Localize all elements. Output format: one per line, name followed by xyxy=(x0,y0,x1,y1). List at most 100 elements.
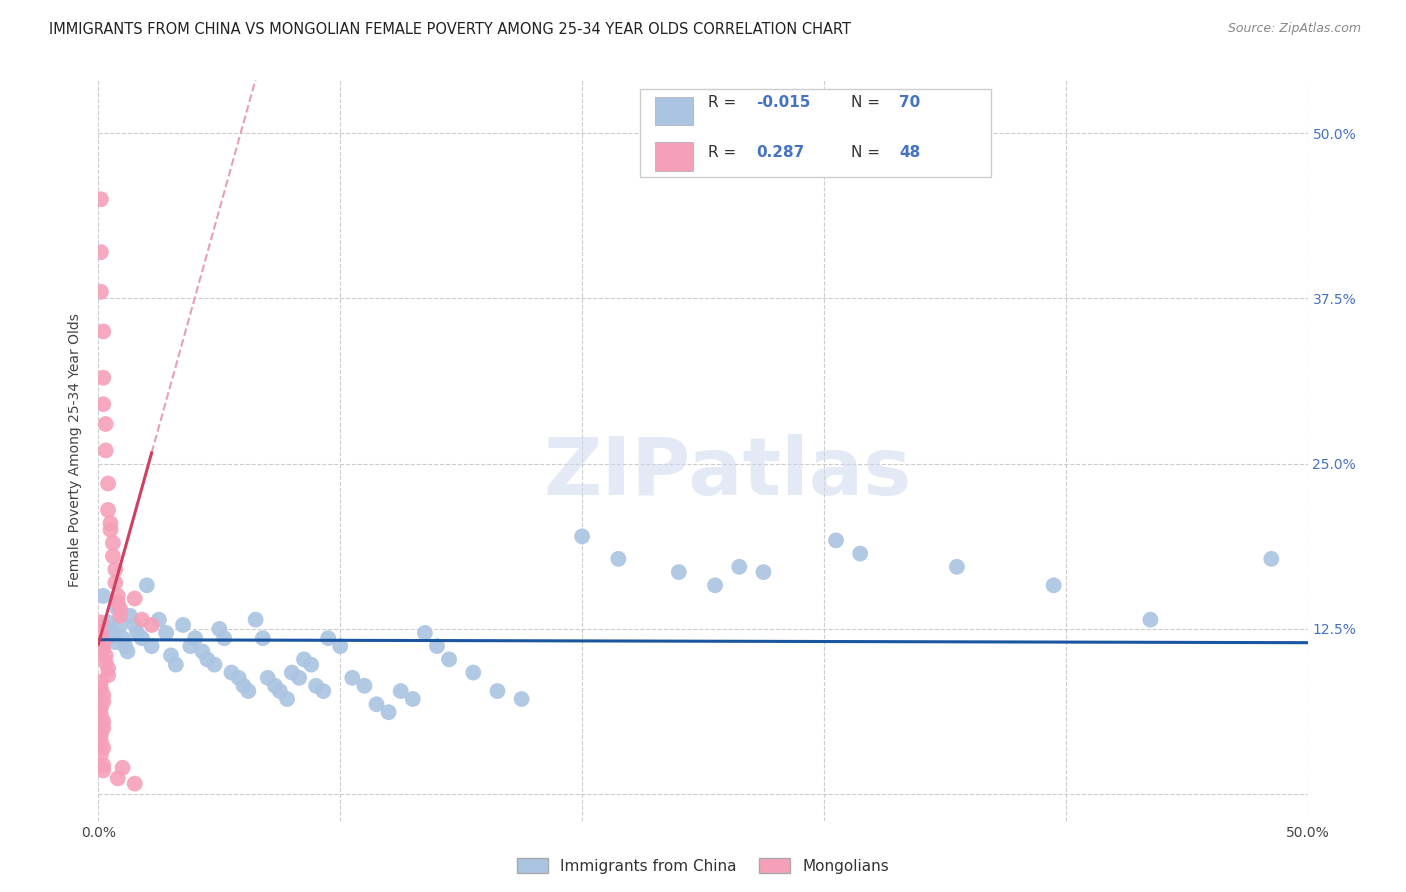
Point xyxy=(204,657,226,672)
Point xyxy=(111,761,134,775)
Point xyxy=(97,476,120,491)
Point xyxy=(437,652,460,666)
Point xyxy=(91,695,114,709)
Point xyxy=(353,679,375,693)
Text: 48: 48 xyxy=(898,145,920,160)
Point xyxy=(191,644,214,658)
Point xyxy=(91,635,114,649)
Point xyxy=(104,562,127,576)
Point xyxy=(90,626,112,640)
Text: 70: 70 xyxy=(898,95,920,110)
Point xyxy=(155,626,177,640)
Point xyxy=(252,631,274,645)
Point xyxy=(90,615,112,630)
Point xyxy=(292,652,315,666)
Point xyxy=(946,559,969,574)
Point xyxy=(100,622,122,636)
Point xyxy=(668,565,690,579)
Point xyxy=(91,740,114,755)
Point xyxy=(124,776,146,791)
Point xyxy=(91,589,114,603)
Bar xyxy=(655,96,693,125)
Point xyxy=(402,692,425,706)
Point xyxy=(101,629,124,643)
Text: 0.287: 0.287 xyxy=(756,145,804,160)
Point xyxy=(1139,613,1161,627)
Point xyxy=(245,613,267,627)
Point xyxy=(1042,578,1064,592)
Point xyxy=(107,602,129,616)
Point xyxy=(91,764,114,778)
Point xyxy=(118,608,141,623)
Point xyxy=(124,618,146,632)
Text: IMMIGRANTS FROM CHINA VS MONGOLIAN FEMALE POVERTY AMONG 25-34 YEAR OLDS CORRELAT: IMMIGRANTS FROM CHINA VS MONGOLIAN FEMAL… xyxy=(49,22,851,37)
Point xyxy=(91,641,114,656)
Point xyxy=(91,370,114,384)
Point xyxy=(165,657,187,672)
Point xyxy=(107,595,129,609)
Text: -0.015: -0.015 xyxy=(756,95,811,110)
Point xyxy=(366,698,388,712)
Point xyxy=(91,758,114,772)
Bar xyxy=(655,143,693,170)
Point xyxy=(329,639,352,653)
Point xyxy=(1260,552,1282,566)
Point xyxy=(256,671,278,685)
Point xyxy=(305,679,328,693)
Point xyxy=(91,325,114,339)
Text: ZIPatlas: ZIPatlas xyxy=(543,434,911,512)
Point xyxy=(90,674,112,689)
Point xyxy=(184,631,207,645)
Point xyxy=(97,503,120,517)
Point xyxy=(208,622,231,636)
Point xyxy=(91,688,114,702)
Point xyxy=(124,591,146,606)
Point xyxy=(281,665,304,680)
Point xyxy=(141,639,163,653)
Point xyxy=(299,657,322,672)
Point xyxy=(264,679,287,693)
Text: R =: R = xyxy=(707,145,745,160)
Point xyxy=(316,631,339,645)
Point xyxy=(228,671,250,685)
FancyBboxPatch shape xyxy=(640,89,991,177)
Point xyxy=(179,639,201,653)
Point xyxy=(172,618,194,632)
Point xyxy=(141,618,163,632)
Point xyxy=(342,671,364,685)
Point xyxy=(486,684,509,698)
Point xyxy=(426,639,449,653)
Point xyxy=(463,665,485,680)
Point xyxy=(100,523,122,537)
Point xyxy=(100,516,122,531)
Point xyxy=(90,728,112,742)
Point xyxy=(131,631,153,645)
Point xyxy=(107,772,129,786)
Point xyxy=(221,665,243,680)
Point xyxy=(90,285,112,299)
Y-axis label: Female Poverty Among 25-34 Year Olds: Female Poverty Among 25-34 Year Olds xyxy=(69,313,83,588)
Point xyxy=(752,565,775,579)
Point xyxy=(90,245,112,260)
Point xyxy=(101,536,124,550)
Point xyxy=(97,615,120,630)
Point xyxy=(94,648,117,663)
Point xyxy=(94,417,117,431)
Text: Source: ZipAtlas.com: Source: ZipAtlas.com xyxy=(1227,22,1361,36)
Point xyxy=(377,705,399,719)
Point xyxy=(704,578,727,592)
Point xyxy=(108,602,131,616)
Point xyxy=(108,608,131,623)
Point xyxy=(90,192,112,206)
Point xyxy=(114,639,136,653)
Point xyxy=(97,662,120,676)
Point xyxy=(212,631,235,645)
Point xyxy=(135,578,157,592)
Point xyxy=(107,589,129,603)
Point xyxy=(94,443,117,458)
Point xyxy=(389,684,412,698)
Point xyxy=(104,575,127,590)
Point xyxy=(90,707,112,722)
Point xyxy=(195,652,218,666)
Point xyxy=(131,613,153,627)
